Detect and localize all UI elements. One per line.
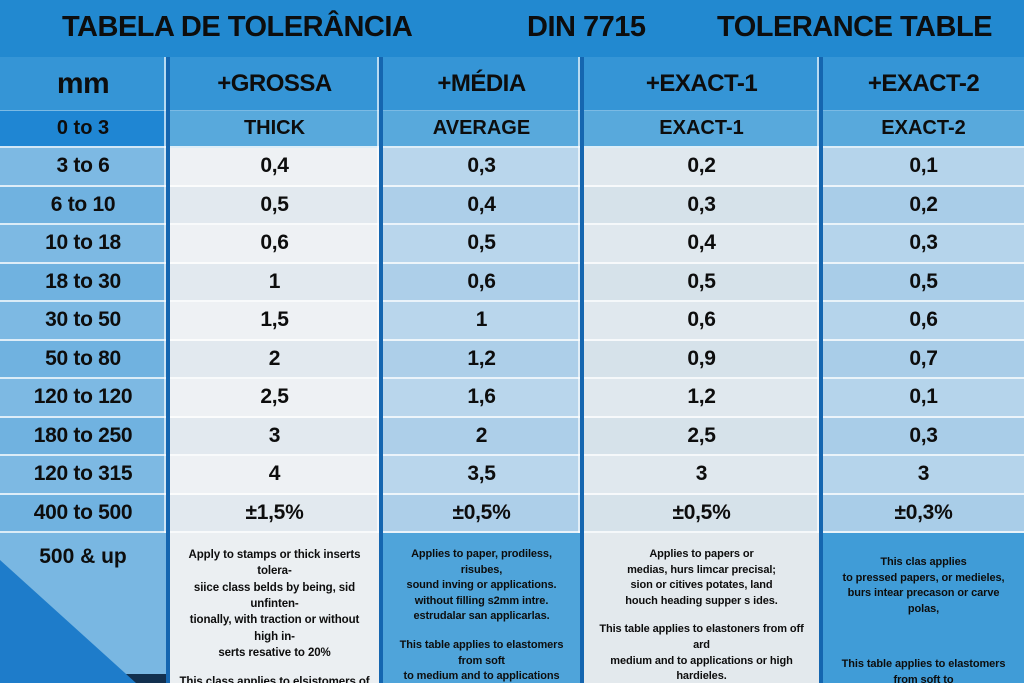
column-header-media: +MÉDIA — [383, 57, 580, 111]
footer-note-exact2: This clas applies to pressed papers, or … — [823, 533, 1024, 683]
value-cell: 1,2 — [383, 340, 580, 379]
note-paragraph: This table applies to elastomers from so… — [841, 658, 1006, 683]
note-paragraph: This table applies to elastomers from so… — [399, 639, 564, 683]
footer-note-exact1: Applies to papers or medias, hurs limcar… — [584, 533, 819, 683]
range-cell: 50 to 80 — [0, 340, 166, 379]
range-cell: 18 to 30 — [0, 263, 166, 302]
footer-note-media: Applies to paper, prodiless, risubes, so… — [383, 533, 580, 683]
value-cell: 3 — [823, 456, 1024, 495]
value-cell: 0,1 — [823, 148, 1024, 187]
subheader-exact1: EXACT-1 — [584, 111, 819, 148]
value-cell: 0,3 — [823, 225, 1024, 264]
title-bar: TABELA DE TOLERÂNCIA DIN 7715 TOLERANCE … — [0, 0, 1024, 57]
value-cell: 1 — [170, 263, 379, 302]
column-header-mm: mm — [0, 57, 166, 111]
value-cell: 0,5 — [823, 263, 1024, 302]
value-cell: 3 — [584, 456, 819, 495]
value-cell: 0,9 — [584, 340, 819, 379]
value-cell: 0,4 — [383, 186, 580, 225]
range-cell: 10 to 18 — [0, 225, 166, 264]
column-grossa-thick: +GROSSA THICK 0,4 0,5 0,6 1 1,5 2 2,5 3 … — [166, 57, 379, 683]
column-header-exact2: +EXACT-2 — [823, 57, 1024, 111]
title-din-standard: DIN 7715 — [527, 10, 646, 43]
value-cell: 3,5 — [383, 456, 580, 495]
value-cell: 3 — [170, 417, 379, 456]
value-cell: 1,2 — [584, 379, 819, 418]
value-cell: 0,1 — [823, 379, 1024, 418]
column-exact-2: +EXACT-2 EXACT-2 0,1 0,2 0,3 0,5 0,6 0,7… — [819, 57, 1024, 683]
value-cell: 0,3 — [383, 148, 580, 187]
table-body: mm 0 to 3 3 to 6 6 to 10 10 to 18 18 to … — [0, 57, 1024, 683]
value-cell: 0,2 — [584, 148, 819, 187]
range-cell: 30 to 50 — [0, 302, 166, 341]
subheader-average: AVERAGE — [383, 111, 580, 148]
value-cell: ±0,5% — [584, 494, 819, 533]
note-paragraph: This table applies to elastoners from of… — [599, 623, 804, 683]
value-cell: 0,3 — [584, 186, 819, 225]
value-cell: 1 — [383, 302, 580, 341]
value-cell: 2,5 — [584, 417, 819, 456]
range-cell: 120 to 120 — [0, 379, 166, 418]
column-media-average: +MÉDIA AVERAGE 0,3 0,4 0,5 0,6 1 1,2 1,6… — [379, 57, 580, 683]
value-cell: 0,3 — [823, 417, 1024, 456]
value-cell: ±0,5% — [383, 494, 580, 533]
subheader-exact2: EXACT-2 — [823, 111, 1024, 148]
footer-range-label: 500 & up — [39, 545, 127, 568]
value-cell: 0,5 — [584, 263, 819, 302]
value-cell: 0,4 — [170, 148, 379, 187]
value-cell: 0,6 — [584, 302, 819, 341]
note-paragraph: This class applies to elsistomers of har… — [179, 676, 370, 683]
note-paragraph: Applies to papers or medias, hurs limcar… — [625, 548, 778, 607]
footer-range-cell: 500 & up — [0, 533, 166, 683]
value-cell: 0,5 — [383, 225, 580, 264]
value-cell: ±1,5% — [170, 494, 379, 533]
value-cell: 0,6 — [823, 302, 1024, 341]
value-cell: 0,6 — [170, 225, 379, 264]
note-paragraph: This clas applies to pressed papers, or … — [842, 556, 1005, 615]
value-cell: 2,5 — [170, 379, 379, 418]
range-cell: 3 to 6 — [0, 148, 166, 187]
footer-note-grossa: Apply to stamps or thick inserts tolera-… — [170, 533, 379, 683]
value-cell: 1,5 — [170, 302, 379, 341]
value-cell: 1,6 — [383, 379, 580, 418]
value-cell: 0,2 — [823, 186, 1024, 225]
column-header-grossa: +GROSSA — [170, 57, 379, 111]
value-cell: 2 — [383, 417, 580, 456]
column-exact-1: +EXACT-1 EXACT-1 0,2 0,3 0,4 0,5 0,6 0,9… — [580, 57, 819, 683]
range-cell: 400 to 500 — [0, 494, 166, 533]
note-paragraph: Applies to paper, prodiless, risubes, so… — [406, 548, 557, 623]
note-paragraph: Apply to stamps or thick inserts tolera-… — [188, 549, 361, 659]
title-english: TOLERANCE TABLE — [717, 10, 992, 43]
subheader-thick: THICK — [170, 111, 379, 148]
range-cell: 180 to 250 — [0, 417, 166, 456]
range-cell: 120 to 315 — [0, 456, 166, 495]
column-header-exact1: +EXACT-1 — [584, 57, 819, 111]
range-cell: 6 to 10 — [0, 186, 166, 225]
value-cell: 0,7 — [823, 340, 1024, 379]
value-cell: 4 — [170, 456, 379, 495]
title-portuguese: TABELA DE TOLERÂNCIA — [62, 10, 413, 43]
column-mm: mm 0 to 3 3 to 6 6 to 10 10 to 18 18 to … — [0, 57, 166, 683]
value-cell: 0,5 — [170, 186, 379, 225]
value-cell: ±0,3% — [823, 494, 1024, 533]
value-cell: 2 — [170, 340, 379, 379]
subheader-range-0to3: 0 to 3 — [0, 111, 166, 148]
value-cell: 0,4 — [584, 225, 819, 264]
value-cell: 0,6 — [383, 263, 580, 302]
